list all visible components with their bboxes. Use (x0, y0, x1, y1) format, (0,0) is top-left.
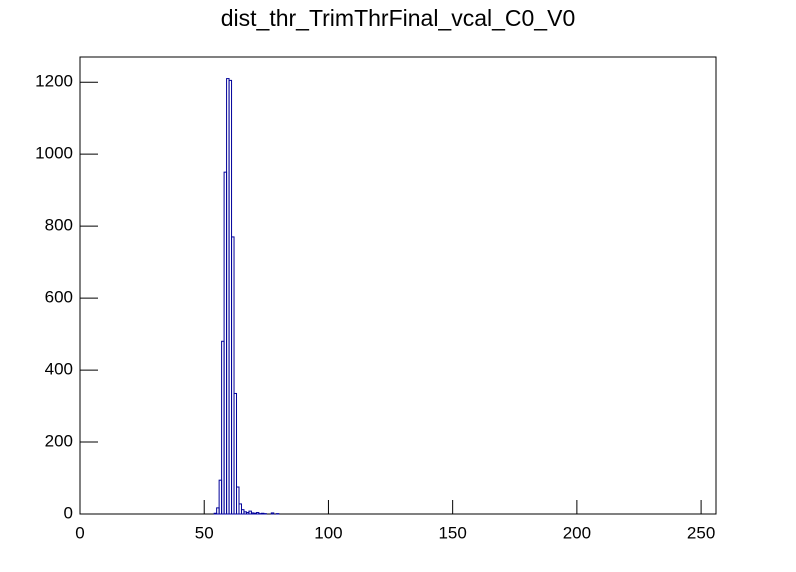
y-tick-label: 1000 (35, 144, 73, 163)
x-tick-label: 50 (195, 523, 214, 542)
y-tick-label: 800 (45, 216, 73, 235)
x-tick-label: 150 (438, 523, 466, 542)
y-tick-label: 0 (64, 503, 73, 522)
y-tick-label: 1200 (35, 72, 73, 91)
chart-title: dist_thr_TrimThrFinal_vcal_C0_V0 (221, 5, 576, 31)
x-tick-label: 100 (314, 523, 342, 542)
histogram-bar (233, 392, 238, 515)
plot-frame (79, 56, 717, 515)
histogram-bar (231, 236, 235, 515)
histogram-bar (238, 503, 242, 515)
x-tick-label: 250 (687, 523, 715, 542)
x-tick-label: 200 (563, 523, 591, 542)
x-tick-label: 0 (75, 523, 84, 542)
histogram-bar (270, 512, 275, 515)
y-tick-label: 200 (45, 432, 73, 451)
y-tick-label: 600 (45, 288, 73, 307)
histogram-bar (236, 486, 240, 515)
y-tick-label: 400 (45, 360, 73, 379)
